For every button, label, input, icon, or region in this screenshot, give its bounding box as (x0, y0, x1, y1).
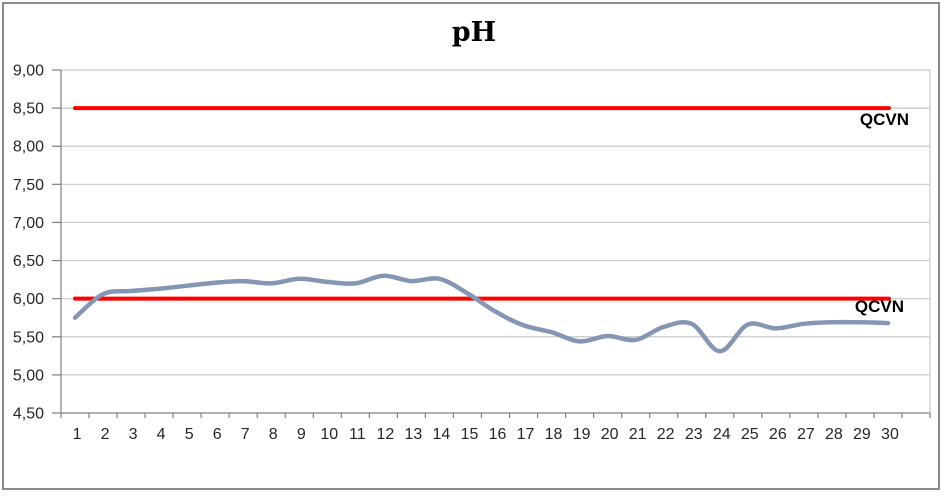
x-tick-label: 2 (101, 426, 110, 443)
chart-title: pH (0, 17, 945, 48)
x-tick-label: 9 (297, 426, 306, 443)
x-tick-label: 15 (461, 426, 479, 443)
x-tick-label: 22 (657, 426, 675, 443)
x-tick-label: 4 (157, 426, 166, 443)
qcvn-upper-label: QCVN (860, 110, 909, 129)
y-tick-label: 5,00 (13, 367, 44, 384)
x-tick-label: 28 (825, 426, 843, 443)
x-tick-label: 19 (573, 426, 591, 443)
x-tick-label: 21 (629, 426, 647, 443)
y-tick-label: 7,50 (13, 177, 44, 194)
x-tick-label: 16 (489, 426, 507, 443)
x-tick-label: 12 (376, 426, 394, 443)
chart-title-text: pH (451, 17, 497, 48)
y-tick-label: 4,50 (13, 406, 44, 423)
y-tick-label: 8,50 (13, 101, 44, 118)
x-tick-label: 7 (241, 426, 250, 443)
qcvn-lower-label: QCVN (855, 297, 904, 316)
x-tick-label: 5 (185, 426, 194, 443)
y-tick-label: 6,50 (13, 253, 44, 270)
y-tick-label: 5,50 (13, 329, 44, 346)
x-tick-label: 24 (713, 426, 731, 443)
x-tick-label: 1 (73, 426, 82, 443)
y-tick-label: 6,00 (13, 291, 44, 308)
axis-labels-group: 9,00 8,50 8,00 7,50 7,00 6,50 6,00 5,50 5,00 4,50… (13, 63, 899, 444)
x-tick-label: 8 (269, 426, 278, 443)
x-tick-label: 27 (797, 426, 815, 443)
x-tick-label: 13 (405, 426, 423, 443)
x-tick-label: 29 (853, 426, 871, 443)
x-tick-label: 14 (433, 426, 451, 443)
axes-group (52, 69, 931, 418)
gridlines-group (61, 69, 931, 414)
x-tick-label: 25 (741, 426, 759, 443)
x-tick-label: 20 (601, 426, 619, 443)
reference-lines-group (73, 106, 891, 301)
y-tick-label: 7,00 (13, 215, 44, 232)
x-tick-label: 10 (320, 426, 338, 443)
x-tick-label: 17 (517, 426, 535, 443)
x-tick-label: 30 (881, 426, 899, 443)
x-tick-label: 11 (349, 426, 366, 443)
ph-series-line (72, 273, 891, 354)
y-tick-label: 9,00 (13, 63, 44, 80)
series-group (72, 273, 891, 354)
x-tick-label: 18 (545, 426, 563, 443)
x-tick-label: 23 (685, 426, 703, 443)
x-tick-label: 6 (213, 426, 222, 443)
y-tick-label: 8,00 (13, 139, 44, 156)
x-tick-label: 3 (129, 426, 138, 443)
x-tick-label: 26 (769, 426, 787, 443)
